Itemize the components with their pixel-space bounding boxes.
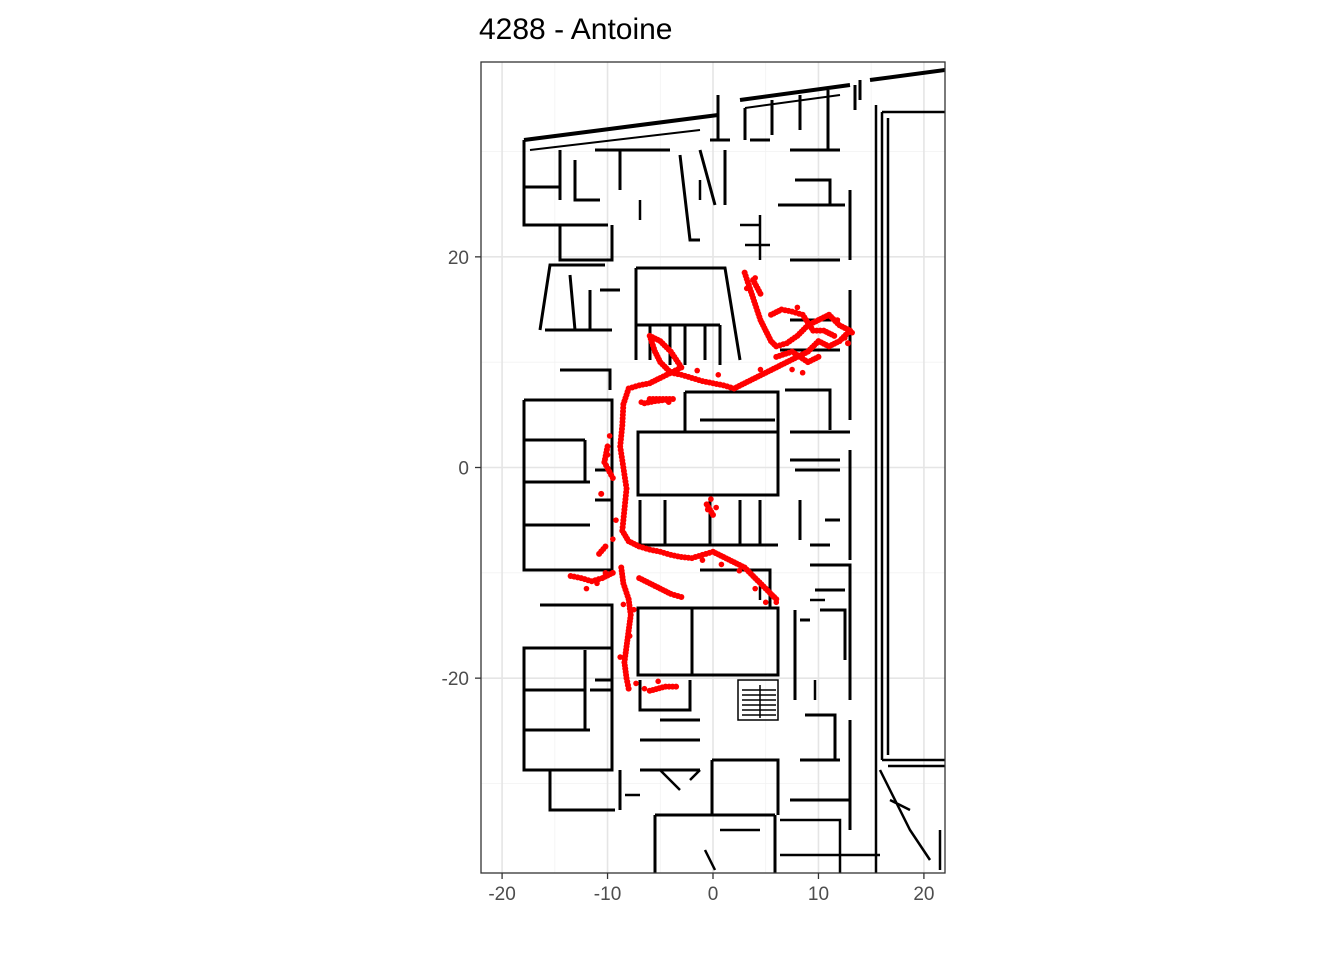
wall-left-rooms-lower [522, 603, 614, 772]
x-tick-label: 10 [808, 884, 829, 905]
trajectory-point [799, 369, 806, 376]
trajectory-point [606, 433, 613, 439]
floor-plan-walls [522, 68, 945, 873]
trajectory-point [849, 329, 855, 336]
trajectory-point [713, 504, 719, 511]
wall-left-top [522, 140, 622, 227]
trajectory-point [631, 606, 637, 613]
trajectory-point [757, 366, 764, 373]
trajectory-point [610, 536, 616, 542]
trajectory-point [736, 567, 743, 574]
wall-right-building [874, 105, 945, 873]
trajectory-point [789, 366, 795, 373]
trajectory-point [567, 572, 574, 579]
trajectory-point [718, 561, 725, 568]
axis-ticks [475, 256, 925, 879]
trajectory-point [844, 340, 851, 347]
wall-right-rooms-lower [790, 563, 852, 802]
trajectory-points [567, 269, 855, 694]
trajectory-point [646, 396, 653, 403]
trajectory-point [598, 490, 605, 497]
y-tick-label: 20 [448, 248, 469, 269]
x-tick-label: -20 [488, 884, 515, 905]
plot-panel [480, 61, 946, 874]
trajectory-point [752, 585, 758, 592]
trajectory-point [715, 372, 722, 378]
trajectory-point [694, 367, 700, 374]
trajectory-point [678, 594, 685, 601]
x-tick-label: 0 [708, 884, 719, 905]
wall-upper-rooms [558, 95, 730, 262]
trajectory-point [673, 367, 679, 374]
trajectory-point [665, 399, 672, 405]
trajectory-point [673, 683, 680, 690]
trajectory-point [794, 304, 801, 311]
axis-tick-labels: -20 -10 0 10 20 -20 0 20 [442, 248, 935, 905]
trajectory-point [655, 678, 661, 685]
wall-bottom-right [703, 769, 942, 873]
wall-left-middle [538, 263, 620, 390]
trajectory-point [620, 601, 627, 608]
wall-central-lower [636, 568, 780, 742]
trajectory-point [815, 353, 822, 360]
wall-left-bottom [548, 758, 780, 873]
trajectory-point [762, 599, 769, 606]
wall-central-block [636, 390, 780, 547]
trajectory-point [704, 506, 711, 513]
x-tick-label: -10 [594, 884, 621, 905]
wall-top-slanted [523, 68, 945, 142]
trajectory-point [617, 654, 623, 660]
stairs [737, 679, 779, 721]
trajectory-point [773, 599, 780, 606]
trajectory-point [596, 550, 603, 557]
trajectory-point [626, 633, 633, 639]
y-tick-label: -20 [442, 669, 469, 690]
trajectory-point [638, 399, 645, 405]
trajectory-point [662, 364, 669, 371]
trajectory-point [743, 285, 750, 292]
trajectory-point [842, 335, 848, 341]
wall-top-inner [529, 94, 841, 151]
trajectory-point [752, 275, 758, 281]
wall-dashes [625, 180, 825, 797]
trajectory-point [831, 332, 838, 339]
trajectory-point [641, 685, 648, 692]
trajectory-point [834, 317, 841, 323]
wall-left-rooms-upper [522, 398, 614, 572]
trajectory-point [583, 585, 590, 592]
chart-title: 4288 - Antoine [479, 13, 673, 46]
trajectory-point [625, 685, 632, 692]
trajectory-point [708, 496, 714, 502]
trajectory-point [699, 557, 706, 563]
y-tick-label: 0 [458, 459, 469, 480]
trajectory-point [633, 680, 639, 687]
x-tick-label: 20 [913, 884, 934, 905]
trajectory-point [602, 570, 609, 576]
wall-top-right-stripes [743, 85, 857, 152]
trajectory-point [710, 511, 716, 518]
trajectory-point [594, 580, 600, 587]
trajectory-point [604, 452, 611, 458]
trajectory-point [604, 443, 611, 450]
trajectory-point [613, 517, 619, 523]
